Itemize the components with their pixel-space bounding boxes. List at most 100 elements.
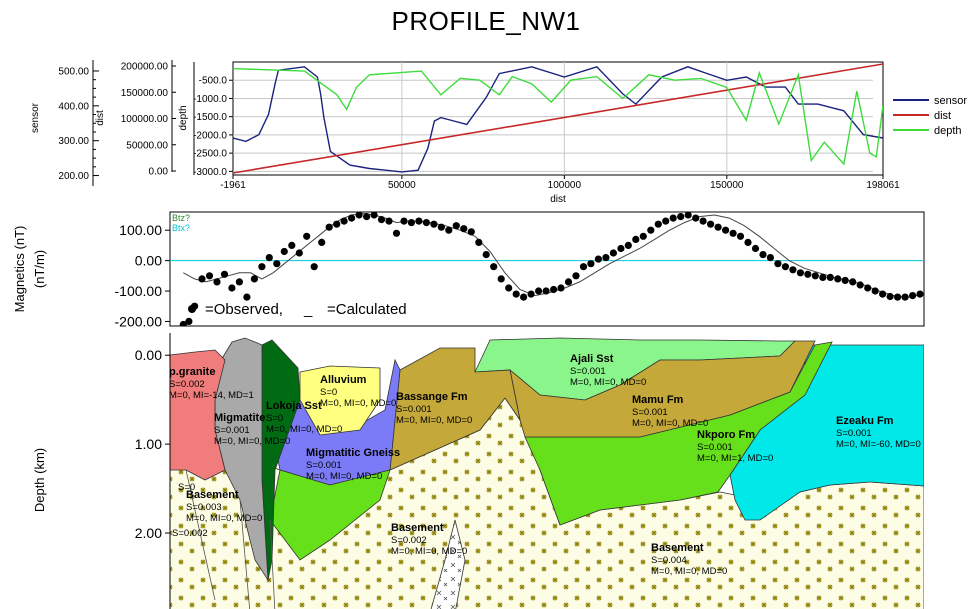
observed-point xyxy=(894,293,902,301)
observed-point xyxy=(340,217,348,225)
observed-point xyxy=(348,214,356,222)
observed-point xyxy=(811,272,819,280)
unit-fragment-label: S=0 xyxy=(178,482,195,493)
series-line-sensor xyxy=(233,66,883,173)
calculated-line xyxy=(183,212,924,298)
observed-point xyxy=(527,290,535,298)
sensor-axis-tick-label: 400.00 xyxy=(58,101,89,112)
observed-point xyxy=(804,270,812,278)
observed-point xyxy=(579,263,588,271)
observed-point xyxy=(909,292,917,300)
observed-point xyxy=(355,212,363,219)
observed-point xyxy=(185,317,193,325)
depth-axis-tick-label: -500.0 xyxy=(199,76,228,87)
unit-prop-label: S=0.001 xyxy=(396,404,432,415)
series-line-depth xyxy=(233,67,883,166)
observed-point xyxy=(497,275,505,283)
top-x-axis-label: dist xyxy=(550,194,566,205)
observed-point xyxy=(288,241,296,249)
observed-point xyxy=(452,222,460,230)
sensor-axis-tick-label: 200.00 xyxy=(58,171,89,182)
top-series-group xyxy=(233,63,883,174)
depth-axis-tick-label: -3000.0 xyxy=(193,167,227,178)
observed-point xyxy=(430,220,438,228)
observed-point xyxy=(624,241,632,249)
legend-label-sensor: sensor xyxy=(934,95,967,107)
depth-km-tick-label: 0.00 xyxy=(135,347,162,363)
observed-point xyxy=(363,213,371,221)
observed-point xyxy=(864,284,872,292)
observed-point xyxy=(325,223,333,231)
observed-point xyxy=(796,269,805,277)
observed-point xyxy=(684,212,692,219)
observed-point xyxy=(490,263,498,271)
unit-prop-label: S=0.004 xyxy=(651,555,687,566)
dist-axis-tick-label: 0.00 xyxy=(149,167,169,178)
depth-km-tick-label: 2.00 xyxy=(135,525,162,541)
top-panel: -1961 50000 100000 150000 198061 dist -500.0 -1… xyxy=(30,60,967,205)
unit-name-label: Migmatite xyxy=(214,412,265,424)
observed-point xyxy=(377,216,386,224)
unit-prop-label: M=0, MI=0, MD=0 xyxy=(320,398,396,409)
observed-point xyxy=(520,293,528,301)
observed-point xyxy=(901,293,909,301)
observed-point xyxy=(639,232,647,240)
sensor-axis-tick-label: 500.00 xyxy=(58,66,89,77)
depth-axis-label: depth xyxy=(178,105,189,130)
unit-prop-label: M=0, MI=0, MD=0 xyxy=(396,415,472,426)
observed-point xyxy=(400,217,408,225)
observed-point xyxy=(310,263,318,271)
observed-point xyxy=(250,275,258,283)
legend-observed-label: =Observed, xyxy=(205,301,283,318)
observed-point xyxy=(849,278,857,286)
magnetics-y-tick-label: 100.00 xyxy=(119,222,162,238)
legend-label-dist: dist xyxy=(934,110,951,122)
unit-name-label: p.granite xyxy=(169,366,215,378)
unit-prop-label: S=0.001 xyxy=(570,366,606,377)
observed-point xyxy=(385,217,393,225)
channel-label-btz: Btz? xyxy=(172,213,190,223)
observed-point xyxy=(707,220,715,228)
observed-point xyxy=(654,220,662,228)
alluvium-body xyxy=(299,365,381,436)
observed-point xyxy=(826,273,834,281)
unit-prop-label: S=0 xyxy=(266,413,283,424)
observed-point xyxy=(333,220,341,228)
observed-point xyxy=(482,251,490,259)
observed-point xyxy=(370,212,378,219)
observed-point xyxy=(422,219,430,227)
observed-point xyxy=(744,238,752,246)
unit-name-label: Basement xyxy=(391,522,444,534)
unit-prop-label: S=0.001 xyxy=(306,460,342,471)
observed-point xyxy=(295,249,303,257)
observed-point xyxy=(475,238,483,246)
observed-point xyxy=(856,281,864,289)
top-axes: -1961 50000 100000 150000 198061 dist -500.0 -1… xyxy=(30,60,900,205)
legend-calculated-label: =Calculated xyxy=(327,301,407,318)
observed-point xyxy=(213,278,221,286)
depth-axis-tick-label: -1500.0 xyxy=(193,112,227,123)
top-x-tick-label: 100000 xyxy=(548,180,582,191)
observed-point xyxy=(505,284,513,292)
observed-point xyxy=(228,284,236,292)
observed-point xyxy=(437,223,445,231)
observed-point xyxy=(445,226,453,234)
geology-bodies xyxy=(170,337,924,609)
observed-point xyxy=(669,214,677,222)
depth-km-tick-label: 1.00 xyxy=(135,436,162,452)
magnetics-axis-sublabel: (nT/m) xyxy=(32,250,47,288)
basement-intrusion-body xyxy=(430,519,466,609)
observed-point xyxy=(609,249,618,257)
unit-prop-label: M=0, MI=0, MD=0 xyxy=(266,424,342,435)
geology-axes: 0.00 1.00 2.00 Depth (km) xyxy=(32,333,171,609)
unit-prop-label: M=0, MI=0, MD=0 xyxy=(306,471,382,482)
channel-label-btx: Btx? xyxy=(172,223,190,233)
observed-point xyxy=(617,244,625,253)
unit-name-label: Basement xyxy=(651,542,704,554)
depth-axis-tick-label: -2500.0 xyxy=(193,149,227,160)
mamu-fm-body xyxy=(509,340,816,438)
basement-fault-lines xyxy=(185,469,276,609)
observed-point xyxy=(550,285,558,294)
unit-prop-label: S=0.001 xyxy=(836,428,872,439)
